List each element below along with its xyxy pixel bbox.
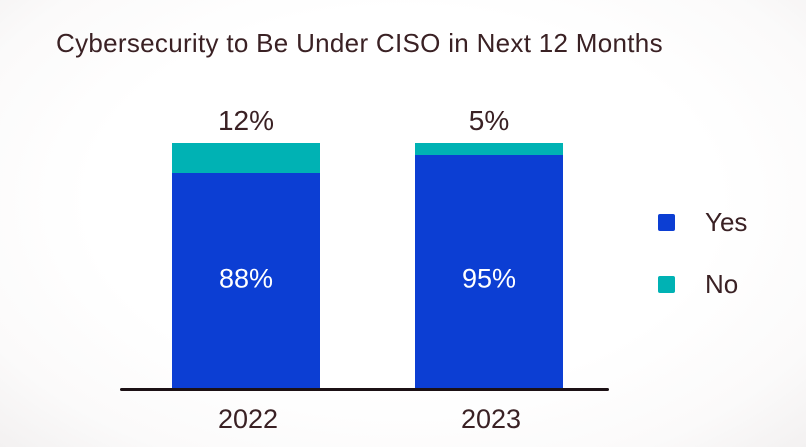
- value-label-no-2022: 12%: [217, 105, 275, 136]
- x-axis-line: [120, 388, 609, 391]
- segment-no-2023: [415, 143, 563, 156]
- legend-item-no: No: [658, 268, 747, 299]
- legend-item-yes: Yes: [658, 206, 748, 237]
- segment-yes-2022: [172, 172, 320, 389]
- value-label-yes-2022: 88%: [218, 263, 274, 294]
- x-tick-label-2022: 2022: [217, 404, 279, 434]
- bar-2022: 88%: [172, 143, 320, 389]
- legend-label-yes: Yes: [705, 206, 748, 237]
- segment-yes-2023: [415, 155, 563, 389]
- legend-label-no: No: [705, 268, 739, 299]
- legend-swatch-no-icon: [658, 275, 675, 293]
- value-label-no-2023: 5%: [468, 105, 510, 136]
- bar-2023: 95%: [415, 143, 563, 389]
- x-tick-label-2023: 2023: [460, 404, 522, 434]
- legend-swatch-yes-icon: [658, 213, 675, 231]
- legend: Yes No: [658, 206, 748, 299]
- segment-no-2022: [172, 143, 320, 173]
- chart-title: Cybersecurity to Be Under CISO in Next 1…: [56, 28, 663, 58]
- value-label-yes-2023: 95%: [461, 263, 517, 294]
